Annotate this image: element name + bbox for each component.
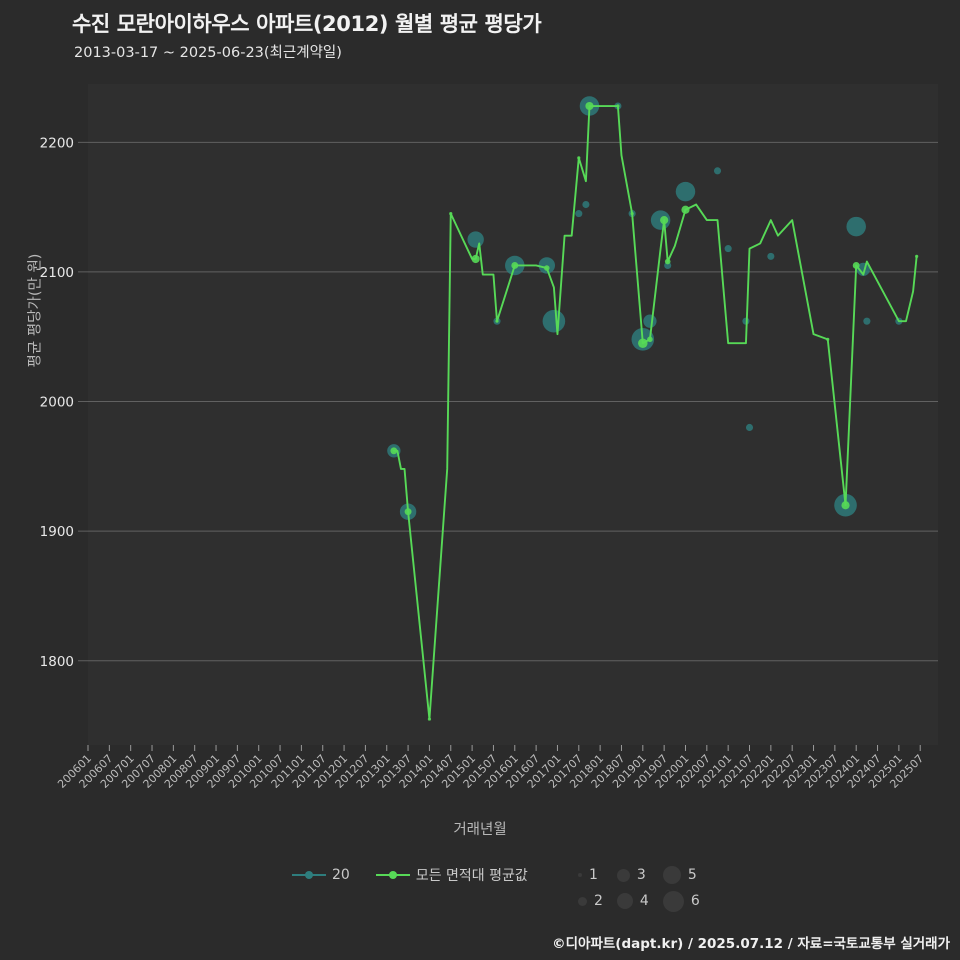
- legend-series-group: 20 모든 면적대 평균값: [292, 865, 546, 885]
- series-marker-average: [638, 338, 648, 348]
- legend-size-label: 1: [589, 867, 598, 883]
- legend-size-dot-icon: [578, 873, 582, 877]
- legend-label-20: 20: [332, 867, 350, 883]
- data-bubble-20: [467, 231, 484, 248]
- legend-size-dot-icon: [616, 868, 630, 882]
- legend-size-5: 5: [662, 866, 700, 884]
- legend-size-label: 2: [594, 893, 603, 909]
- data-bubble-20: [745, 423, 754, 432]
- series-marker-average: [390, 447, 398, 455]
- legend-size-label: 6: [690, 893, 700, 909]
- series-marker-average: [915, 254, 919, 258]
- data-bubble-20: [713, 167, 722, 175]
- series-marker-average: [577, 156, 581, 160]
- legend-item-average[interactable]: 모든 면적대 평균값: [375, 865, 528, 885]
- data-bubble-20: [724, 245, 732, 253]
- series-marker-average: [511, 262, 519, 269]
- data-bubble-20: [846, 216, 866, 237]
- legend-size-label: 4: [639, 893, 649, 909]
- chart-canvas: 1800190020002100220020060120060720070120…: [39, 84, 938, 791]
- legend-size-dot-icon: [662, 890, 684, 912]
- series-marker-average: [404, 508, 412, 516]
- legend-size-label: 3: [636, 867, 646, 883]
- series-marker-average: [449, 212, 453, 216]
- series-marker-average: [543, 265, 550, 271]
- data-bubble-20: [582, 200, 590, 209]
- legend-size-1: 1: [578, 867, 603, 883]
- legend-size-dot-icon: [616, 893, 633, 909]
- data-bubble-20: [863, 317, 871, 325]
- series-marker-average: [664, 258, 671, 265]
- plot-area: [88, 84, 938, 745]
- legend-size-group: 1 3 5 2 4 6: [578, 862, 700, 914]
- legend-size-label: 5: [687, 867, 697, 883]
- y-axis-title: 평균 평당가(만 원): [27, 253, 44, 368]
- data-bubble-20: [643, 314, 657, 328]
- y-tick-label: 2100: [40, 265, 74, 281]
- series-marker-average: [616, 104, 620, 108]
- page-subtitle: 2013-03-17 ~ 2025-06-23(최근계약일): [74, 45, 342, 61]
- legend-size-dot-icon: [662, 866, 681, 884]
- legend-size-dot-icon: [578, 896, 587, 906]
- series-marker-average: [841, 501, 850, 510]
- chart-legend: 20 모든 면적대 평균값 1 3 5 2 4 6: [0, 860, 960, 930]
- series-marker-average: [681, 205, 690, 214]
- legend-size-4: 4: [616, 893, 649, 909]
- x-axis-title: 거래년월: [453, 822, 507, 838]
- legend-size-3: 3: [616, 867, 649, 883]
- series-marker-average: [427, 717, 432, 721]
- series-marker-average: [826, 337, 830, 341]
- series-marker-average: [630, 212, 634, 216]
- page-title: 수진 모란아이하우스 아파트(2012) 월별 평균 평당가: [72, 12, 542, 36]
- series-marker-average: [852, 262, 860, 269]
- series-marker-average: [660, 215, 669, 225]
- data-bubble-20: [856, 262, 870, 276]
- footer-credit: ©디아파트(dapt.kr) / 2025.07.12 / 자료=국토교통부 실…: [552, 936, 950, 952]
- legend-size-2: 2: [578, 893, 603, 909]
- legend-label-average: 모든 면적대 평균값: [415, 868, 528, 884]
- y-tick-label: 1900: [40, 524, 74, 540]
- legend-size-6: 6: [662, 890, 700, 912]
- data-bubble-20: [767, 252, 775, 260]
- series-marker-average: [647, 336, 653, 343]
- y-tick-label: 1800: [40, 654, 74, 670]
- y-tick-label: 2200: [40, 135, 74, 151]
- legend-line-swatch-icon: [375, 871, 410, 879]
- series-marker-average: [585, 101, 594, 111]
- series-marker-average: [495, 319, 499, 323]
- data-bubble-20: [542, 309, 566, 333]
- legend-item-20[interactable]: 20: [292, 867, 350, 883]
- series-marker-average: [471, 254, 480, 264]
- data-bubble-20: [575, 210, 583, 218]
- legend-line-swatch-icon: [292, 871, 326, 879]
- y-tick-label: 2000: [40, 395, 74, 411]
- data-bubble-20: [675, 181, 696, 202]
